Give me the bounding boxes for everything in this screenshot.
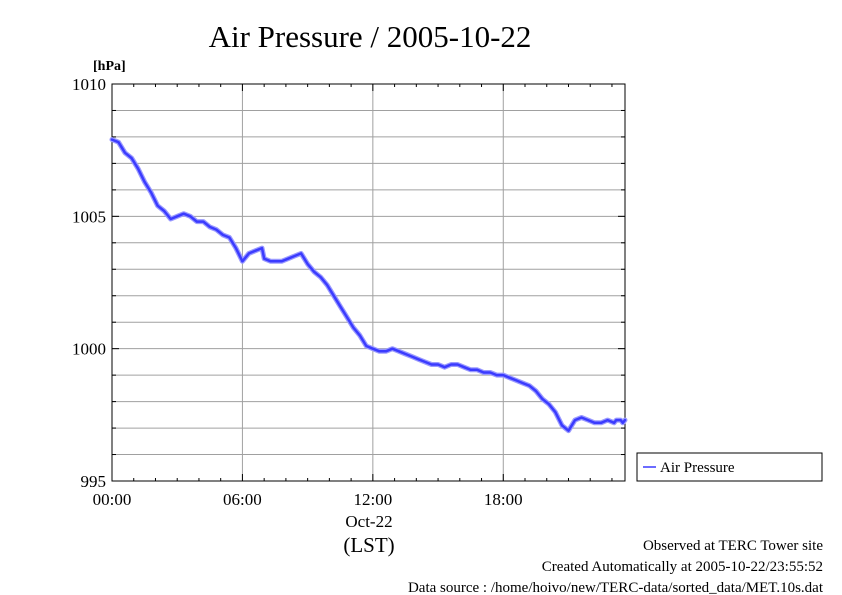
x-tick-label: 00:00	[93, 490, 132, 509]
date-label: Oct-22	[345, 512, 392, 531]
y-tick-label: 1005	[72, 207, 106, 226]
footer-observed: Observed at TERC Tower site	[643, 538, 823, 554]
grid-lines	[112, 84, 625, 481]
chart-title: Air Pressure / 2005-10-22	[209, 19, 532, 54]
footer-created: Created Automatically at 2005-10-22/23:5…	[542, 559, 823, 575]
y-axis-unit-label: [hPa]	[93, 59, 126, 74]
x-tick-label: 12:00	[353, 490, 392, 509]
x-axis-label: (LST)	[343, 533, 394, 557]
y-tick-label: 1010	[72, 75, 106, 94]
plot-area-frame	[111, 83, 626, 482]
y-tick-label: 995	[81, 472, 107, 491]
legend-entry-air-pressure: Air Pressure	[660, 460, 735, 476]
x-axis-ticks: 00:00 06:00 12:00 18:00	[93, 84, 613, 509]
y-axis-ticks: 995 1000 1005 1010	[72, 75, 625, 491]
legend: Air Pressure	[636, 452, 823, 482]
legend-box	[636, 452, 823, 482]
footer-source: Data source : /home/hoivo/new/TERC-data/…	[408, 580, 824, 595]
x-tick-label: 06:00	[223, 490, 262, 509]
series-halo-air-pressure	[109, 137, 628, 434]
x-tick-label: 18:00	[484, 490, 523, 509]
series-layer	[109, 137, 628, 434]
y-tick-label: 1000	[72, 340, 106, 359]
series-line-air-pressure	[110, 138, 627, 432]
